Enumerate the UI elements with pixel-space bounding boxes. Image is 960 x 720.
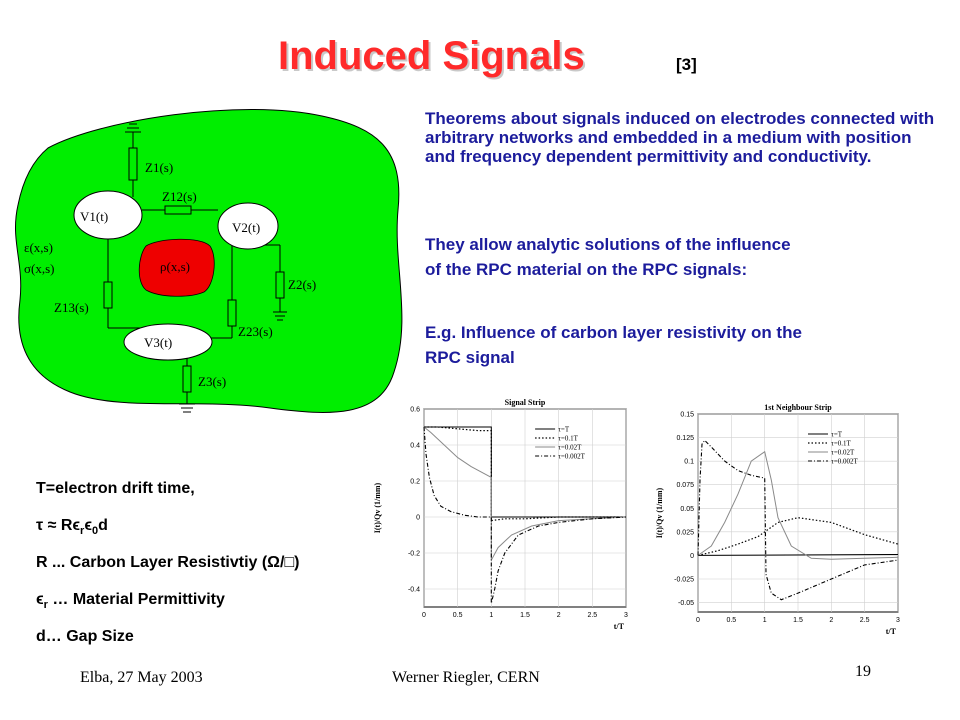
rho-region	[138, 238, 215, 297]
label-z1: Z1(s)	[145, 160, 173, 175]
y-tick-label: -0.05	[678, 600, 694, 607]
label-z13: Z13(s)	[54, 300, 89, 315]
y-axis-label: I(t)/Qv (1/mm)	[373, 482, 382, 533]
x-tick-label: 2.5	[587, 612, 597, 619]
legend-entry: τ=0.02T	[831, 449, 855, 457]
analytic-paragraph: They allow analytic solutions of the inf…	[425, 232, 945, 282]
definitions: T=electron drift time, τ ≈ Rϵrϵ0d R ... …	[36, 476, 386, 661]
x-tick-label: 3	[624, 612, 628, 619]
def-gap: d… Gap Size	[36, 628, 134, 645]
y-tick-label: 0.075	[676, 482, 694, 489]
x-tick-label: 3	[896, 617, 900, 624]
electrode-v2	[217, 202, 279, 250]
electrode-v1	[73, 190, 143, 240]
y-tick-label: -0.2	[408, 551, 420, 558]
chart-title: Signal Strip	[505, 398, 546, 407]
chart-neighbour-strip: 0 0.5 1 1.5 2 2.5 3 -0.05 -0.025 0 0.025 0.05 0.075 0…	[655, 403, 900, 636]
legend-entry: τ=T	[831, 431, 843, 439]
page-title: Induced Signals	[278, 34, 585, 78]
series-line	[697, 554, 899, 556]
y-tick-label: 0.05	[680, 506, 694, 513]
def-permittivity: ϵr … Material Permittivity	[36, 591, 225, 612]
x-tick-label: 2	[557, 612, 561, 619]
y-tick-label: -0.4	[408, 587, 420, 594]
impedances	[103, 147, 285, 393]
footer-author: Werner Riegler, CERN	[392, 669, 540, 686]
label-v1: V1(t)	[80, 209, 108, 224]
y-tick-label: 0.4	[410, 443, 420, 450]
y-tick-label: 0.6	[410, 407, 420, 414]
label-sigma: σ(x,s)	[24, 261, 54, 276]
x-tick-label: 1.5	[793, 617, 803, 624]
x-axis-label: t/T	[886, 627, 897, 636]
y-tick-label: 0.125	[676, 435, 694, 442]
page-number: 19	[855, 663, 871, 680]
title-reference: [3]	[676, 55, 697, 74]
legend-entry: τ=0.1T	[831, 440, 852, 448]
x-tick-label: 0	[422, 612, 426, 619]
label-z23: Z23(s)	[238, 324, 273, 339]
def-tau: τ ≈ Rϵrϵ0d	[36, 517, 108, 538]
y-tick-label: 0.1	[684, 459, 694, 466]
legend-entry: τ=0.02T	[558, 444, 582, 452]
x-tick-label: 1	[763, 617, 767, 624]
series-line	[423, 426, 627, 604]
y-tick-label: 0.2	[410, 479, 420, 486]
label-v2: V2(t)	[232, 220, 260, 235]
y-axis-label: I(t)/Qv (1/mm)	[655, 487, 664, 538]
x-tick-label: 0.5	[726, 617, 736, 624]
wires	[107, 132, 281, 404]
x-axis-label: t/T	[614, 622, 625, 631]
chart-title: 1st Neighbour Strip	[764, 403, 832, 412]
legend-entry: τ=0.002T	[558, 453, 586, 461]
series-line	[697, 450, 899, 560]
label-z2: Z2(s)	[288, 277, 316, 292]
legend-entry: τ=0.1T	[558, 435, 579, 443]
def-resistivity: R ... Carbon Layer Resistivtiy (Ω/□)	[36, 554, 300, 571]
y-tick-label: 0	[416, 515, 420, 522]
electrode-v3	[123, 323, 213, 361]
y-tick-label: 0.15	[680, 412, 694, 419]
def-drift-time: T=electron drift time,	[36, 480, 195, 497]
electrode-network-diagram: Z1(s) Z12(s) V1(t) V2(t) V3(t) ε(x,s) σ(…	[15, 108, 403, 413]
x-tick-label: 2	[829, 617, 833, 624]
legend-entry: τ=0.002T	[831, 458, 859, 466]
example-line-1: E.g. Influence of carbon layer resistivi…	[425, 323, 802, 342]
x-tick-label: 2.5	[860, 617, 870, 624]
analytic-line-2: of the RPC material on the RPC signals:	[425, 260, 748, 279]
theorems-paragraph: Theorems about signals induced on electr…	[425, 109, 935, 166]
x-tick-label: 0	[696, 617, 700, 624]
y-tick-label: 0.025	[676, 529, 694, 536]
series-line	[697, 439, 899, 601]
x-tick-label: 0.5	[453, 612, 463, 619]
label-v3: V3(t)	[144, 335, 172, 350]
label-epsilon: ε(x,s)	[24, 240, 53, 255]
legend-entry: τ=T	[558, 426, 570, 434]
label-z3: Z3(s)	[198, 374, 226, 389]
chart-signal-strip: 0 0.5 1 1.5 2 2.5 3 -0.4 -0.2 0 0.2 0.4 0.6 Signal St…	[373, 398, 628, 631]
ground-symbols	[125, 123, 287, 413]
y-tick-label: 0	[690, 553, 694, 560]
example-line-2: RPC signal	[425, 348, 515, 367]
example-paragraph: E.g. Influence of carbon layer resistivi…	[425, 320, 945, 370]
analytic-line-1: They allow analytic solutions of the inf…	[425, 235, 791, 254]
x-tick-label: 1.5	[520, 612, 530, 619]
footer-date: Elba, 27 May 2003	[80, 669, 203, 686]
label-z12: Z12(s)	[162, 189, 197, 204]
x-tick-label: 1	[489, 612, 493, 619]
y-tick-label: -0.025	[674, 577, 694, 584]
label-rho: ρ(x,s)	[160, 259, 190, 274]
